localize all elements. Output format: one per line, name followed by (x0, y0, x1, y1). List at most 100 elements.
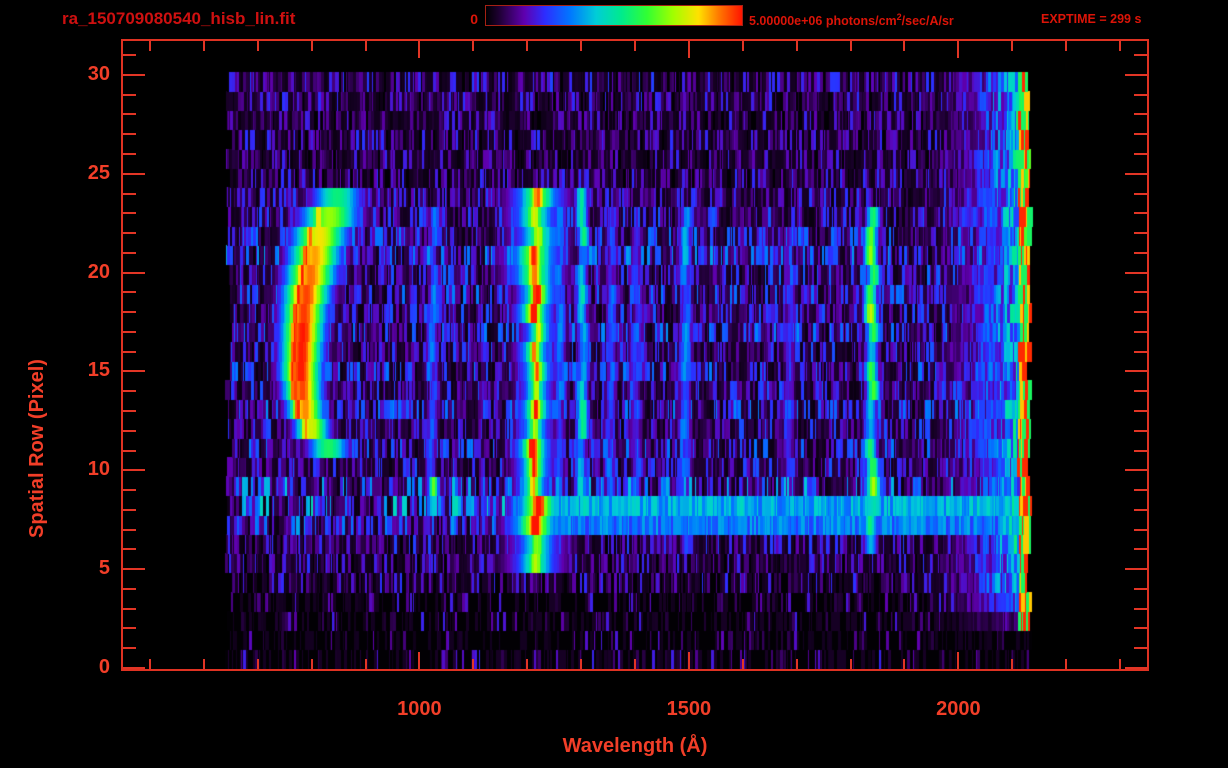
y-axis-tick (123, 54, 136, 56)
y-axis-tick (1134, 113, 1147, 115)
y-axis-tick (1125, 74, 1147, 76)
x-axis-tick (688, 652, 690, 669)
x-axis-tick (580, 659, 582, 669)
x-axis-tick (1119, 659, 1121, 669)
y-axis-tick (1134, 430, 1147, 432)
y-axis-tick (1134, 390, 1147, 392)
y-axis-tick (1134, 529, 1147, 531)
y-axis-tick (123, 430, 136, 432)
y-axis-tick (1134, 193, 1147, 195)
x-axis-tick (580, 41, 582, 51)
y-axis-tick (1134, 410, 1147, 412)
y-axis-tick (123, 232, 136, 234)
spectrum-heatmap-canvas (123, 41, 1147, 669)
y-axis-title: Spatial Row (Pixel) (26, 359, 48, 538)
y-axis-tick (123, 94, 136, 96)
y-axis-tick (123, 627, 136, 629)
y-axis-tick-label: 20 (87, 260, 110, 283)
y-axis-tick (123, 193, 136, 195)
y-axis-tick (123, 588, 136, 590)
colorbar-max-suffix: /sec/A/sr (901, 14, 954, 29)
x-axis-tick-label: 2000 (936, 698, 981, 720)
y-axis-tick (123, 291, 136, 293)
x-axis-tick (203, 659, 205, 669)
y-axis-tick (1125, 173, 1147, 175)
y-axis-tick (123, 568, 145, 570)
y-axis-tick (1134, 608, 1147, 610)
y-axis-tick (123, 489, 136, 491)
colorbar-max-superscript: 2 (896, 12, 902, 22)
x-axis-tick (472, 41, 474, 51)
y-axis-tick (1134, 450, 1147, 452)
y-axis-tick (1134, 509, 1147, 511)
y-axis-tick (123, 212, 136, 214)
x-axis-tick (742, 659, 744, 669)
x-axis-tick (526, 659, 528, 669)
x-axis-tick (418, 652, 420, 669)
y-axis-tick (1134, 647, 1147, 649)
x-axis-tick (796, 659, 798, 669)
x-axis-tick (796, 41, 798, 51)
y-axis-tick (123, 331, 136, 333)
x-axis-tick (365, 41, 367, 51)
y-axis-tick (123, 272, 145, 274)
x-axis-tick (365, 659, 367, 669)
x-axis-tick (149, 41, 151, 51)
y-axis-tick (123, 509, 136, 511)
y-axis-tick (123, 548, 136, 550)
x-axis-tick (1011, 41, 1013, 51)
y-axis-tick (1125, 667, 1147, 669)
y-axis-tick (1134, 252, 1147, 254)
y-axis-tick (123, 252, 136, 254)
y-axis-tick (1134, 94, 1147, 96)
x-axis-tick (903, 659, 905, 669)
y-axis-tick (1134, 133, 1147, 135)
y-axis-tick (123, 410, 136, 412)
x-axis-tick (850, 41, 852, 51)
x-axis-tick (257, 659, 259, 669)
y-axis-tick (1134, 232, 1147, 234)
x-axis-tick (472, 659, 474, 669)
y-axis-tick (123, 390, 136, 392)
colorbar-min-label: 0 (470, 11, 478, 27)
x-axis-tick-label: 1000 (397, 698, 442, 720)
y-axis-tick (1125, 568, 1147, 570)
y-axis-tick-label: 15 (87, 359, 110, 382)
y-axis-tick (123, 311, 136, 313)
x-axis-tick (526, 41, 528, 51)
x-axis-tick (957, 41, 959, 58)
colorbar-max-label: 5.00000e+06 photons/cm2/sec/A/sr (749, 12, 954, 28)
y-axis-tick-label: 30 (87, 62, 110, 85)
x-axis-tick (634, 659, 636, 669)
y-axis-tick (1134, 588, 1147, 590)
y-axis-tick (1134, 311, 1147, 313)
y-axis-tick (1134, 351, 1147, 353)
x-axis-tick (742, 41, 744, 51)
exptime-label: EXPTIME = 299 s (1041, 12, 1142, 26)
y-axis-tick (123, 529, 136, 531)
y-axis-tick (1134, 627, 1147, 629)
x-axis-tick (1119, 41, 1121, 51)
y-axis-tick (123, 608, 136, 610)
x-axis-tick (850, 659, 852, 669)
x-axis-tick (1065, 41, 1067, 51)
y-axis-tick (1134, 548, 1147, 550)
y-axis-tick-label: 10 (87, 458, 110, 481)
x-axis-tick (311, 41, 313, 51)
colorbar-max-prefix: 5.00000e+06 photons/cm (749, 14, 897, 29)
y-axis-tick (123, 153, 136, 155)
y-axis-tick-label: 5 (98, 557, 110, 580)
y-axis-tick (123, 351, 136, 353)
x-axis-tick (957, 652, 959, 669)
x-axis-tick (418, 41, 420, 58)
x-axis-tick (149, 659, 151, 669)
x-axis-title: Wavelength (Å) (562, 735, 708, 757)
x-axis-tick (688, 41, 690, 58)
x-axis-tick (311, 659, 313, 669)
x-axis-tick (634, 41, 636, 51)
y-axis-tick (1134, 54, 1147, 56)
colorbar-gradient (485, 5, 743, 26)
y-axis-tick-label: 0 (98, 656, 110, 678)
y-axis-tick (1125, 370, 1147, 372)
